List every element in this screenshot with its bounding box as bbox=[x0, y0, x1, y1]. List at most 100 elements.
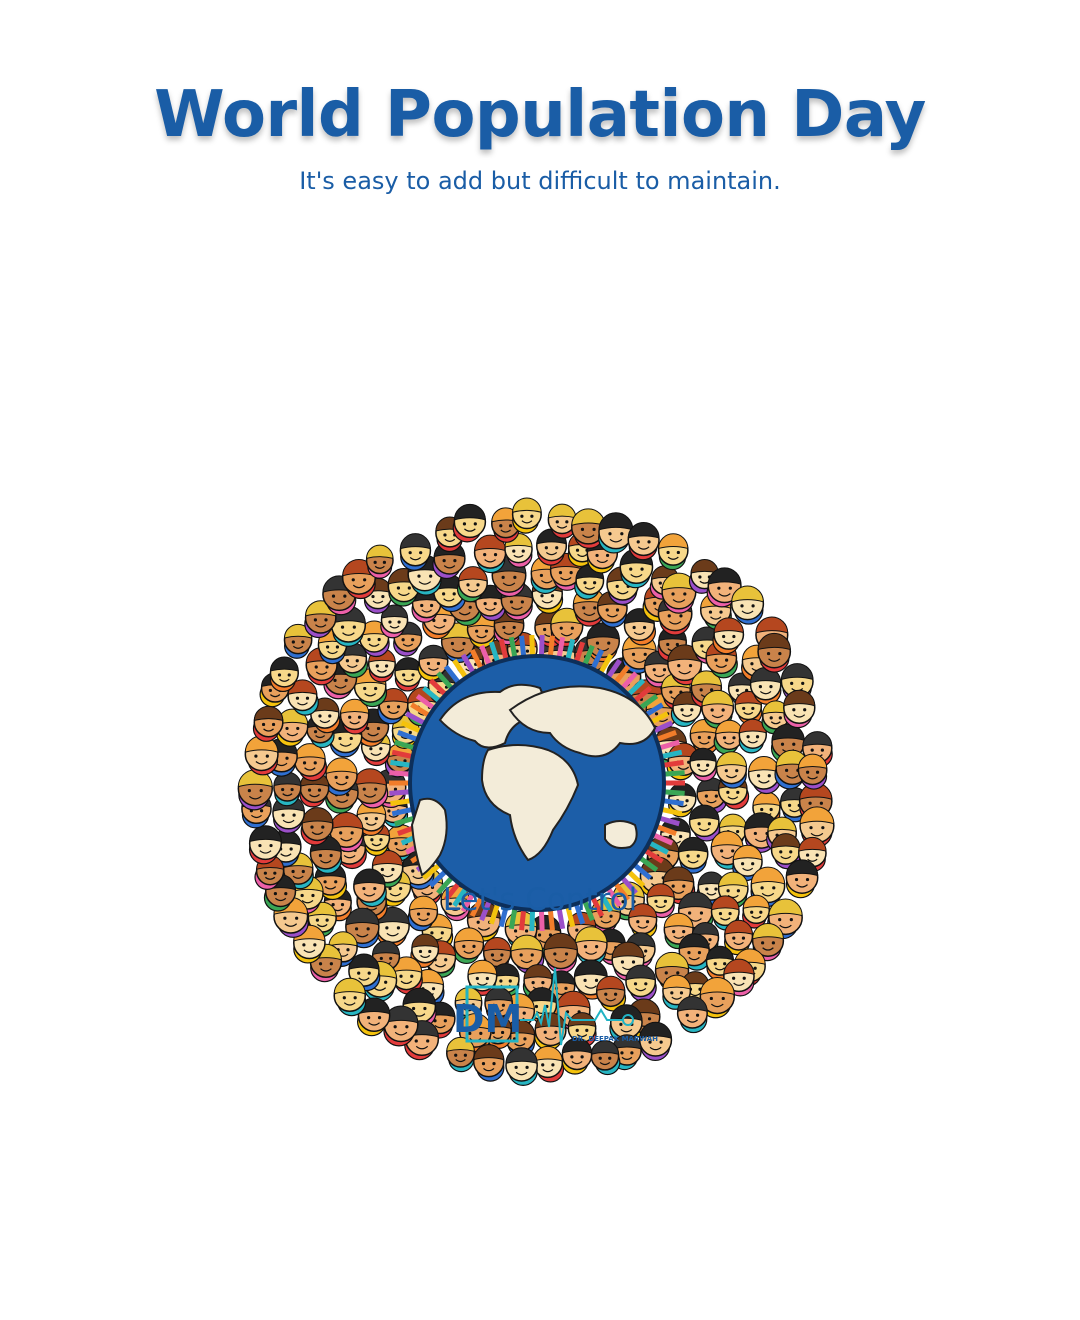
eye bbox=[653, 601, 657, 605]
mouth bbox=[463, 1008, 474, 1012]
eye bbox=[287, 673, 291, 677]
figure-leg bbox=[659, 815, 680, 827]
eye bbox=[654, 712, 659, 716]
eye bbox=[384, 980, 388, 984]
eye bbox=[604, 992, 608, 996]
eye bbox=[508, 979, 512, 983]
eye bbox=[339, 831, 343, 835]
eye bbox=[420, 603, 424, 608]
mouth bbox=[381, 873, 394, 878]
mouth bbox=[672, 599, 686, 603]
eye bbox=[462, 522, 467, 526]
figure-leg bbox=[538, 910, 545, 931]
mouth bbox=[668, 620, 682, 625]
figure-leg bbox=[633, 685, 652, 703]
eye bbox=[537, 933, 542, 937]
eye bbox=[410, 974, 414, 978]
eye bbox=[476, 920, 480, 924]
eye bbox=[544, 546, 548, 550]
figure-leg bbox=[529, 910, 536, 931]
mouth bbox=[577, 553, 588, 557]
eye bbox=[736, 790, 740, 794]
hair bbox=[399, 533, 431, 550]
mouth bbox=[515, 1071, 528, 1076]
eye bbox=[340, 625, 345, 629]
eye bbox=[698, 575, 702, 579]
hair bbox=[691, 922, 720, 937]
eye bbox=[436, 661, 441, 666]
eye bbox=[374, 686, 378, 691]
eye bbox=[687, 951, 691, 955]
eye bbox=[669, 690, 673, 694]
eye bbox=[598, 1056, 602, 1060]
mouth bbox=[637, 546, 650, 550]
eye bbox=[348, 715, 352, 719]
eye bbox=[820, 748, 824, 752]
eye bbox=[377, 637, 381, 642]
figure-leg bbox=[488, 641, 500, 663]
eye bbox=[554, 1030, 558, 1034]
eye bbox=[662, 668, 667, 672]
hair bbox=[706, 945, 734, 961]
eye bbox=[697, 951, 702, 955]
figure-leg bbox=[397, 730, 418, 742]
mouth bbox=[768, 658, 781, 662]
eye bbox=[785, 768, 789, 772]
mouth bbox=[315, 624, 327, 628]
mouth bbox=[556, 525, 568, 529]
eye bbox=[595, 641, 600, 645]
eye bbox=[608, 532, 612, 536]
eye bbox=[419, 551, 423, 555]
figure-leg bbox=[652, 720, 674, 734]
figure-leg bbox=[390, 759, 411, 768]
eye bbox=[742, 976, 746, 980]
mouth bbox=[374, 565, 385, 569]
eye bbox=[790, 681, 794, 686]
eye bbox=[594, 978, 599, 982]
mouth bbox=[560, 576, 572, 581]
hair bbox=[771, 833, 801, 849]
ecg-line bbox=[520, 967, 623, 1046]
eye bbox=[640, 567, 644, 571]
mouth bbox=[333, 600, 346, 605]
eye bbox=[732, 634, 736, 639]
eye bbox=[794, 877, 799, 882]
hair bbox=[771, 723, 805, 741]
mouth bbox=[600, 920, 612, 924]
eye bbox=[367, 971, 371, 975]
mouth bbox=[248, 795, 262, 800]
eye bbox=[325, 645, 330, 649]
hair bbox=[353, 868, 386, 886]
eye bbox=[462, 1003, 466, 1007]
mouth bbox=[340, 837, 353, 842]
eye bbox=[355, 659, 359, 663]
eye bbox=[592, 527, 596, 531]
eye bbox=[719, 610, 723, 614]
hair bbox=[662, 866, 695, 883]
eye bbox=[393, 787, 398, 791]
mouth bbox=[386, 932, 399, 937]
eye bbox=[751, 706, 755, 711]
eye bbox=[458, 902, 462, 906]
hair bbox=[646, 883, 675, 898]
eye bbox=[731, 849, 735, 853]
figure-leg bbox=[508, 636, 518, 658]
eye bbox=[555, 520, 559, 524]
eye bbox=[513, 929, 518, 933]
mouth bbox=[635, 987, 647, 992]
hair bbox=[467, 959, 498, 976]
mouth bbox=[710, 1003, 724, 1008]
mouth bbox=[521, 520, 533, 524]
hair bbox=[598, 512, 634, 531]
figure-leg bbox=[648, 840, 669, 855]
mouth bbox=[761, 892, 775, 897]
eye bbox=[540, 594, 544, 598]
mouth bbox=[667, 556, 679, 560]
mouth bbox=[633, 631, 645, 636]
eye bbox=[643, 652, 647, 656]
mouth bbox=[286, 732, 299, 737]
hair bbox=[748, 756, 780, 773]
figure-leg bbox=[661, 749, 683, 759]
subtitle: It's easy to add but difficult to mainta… bbox=[299, 167, 781, 195]
eye bbox=[605, 608, 609, 612]
